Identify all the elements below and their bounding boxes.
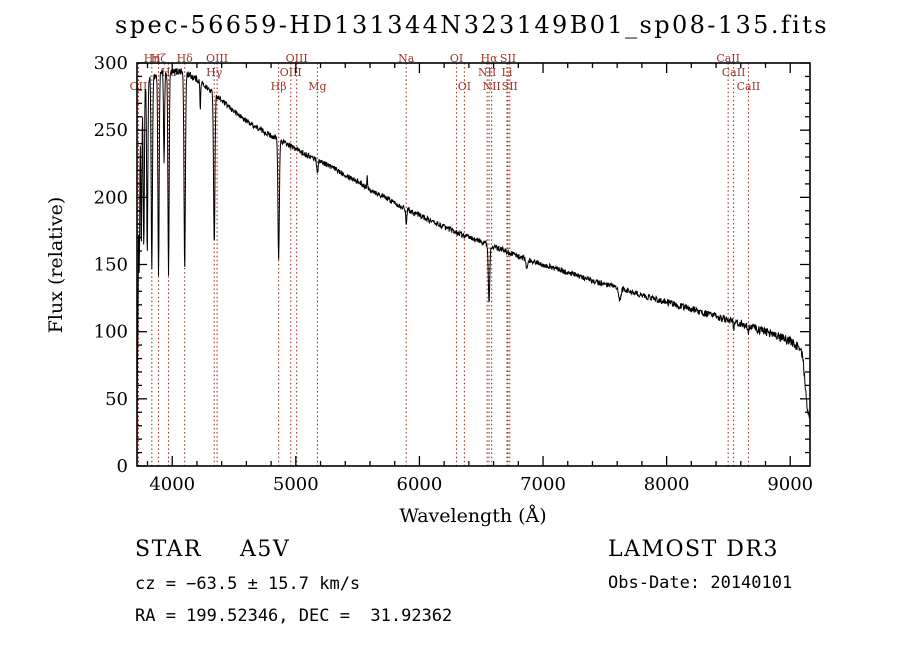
spectral-marker-label: OIII [206,52,228,65]
survey-label: LAMOST DR3 [608,537,779,562]
spectral-marker-label: Hα [480,52,498,65]
x-axis-label: Wavelength (Å) [399,505,546,527]
y-tick-label: 100 [94,322,128,343]
plot-frame [136,62,811,467]
spectral-marker-label: CaII [716,52,740,65]
spectral-marker-label: SII [502,80,518,93]
axis-ticks [137,62,810,467]
y-tick-label: 300 [94,53,128,74]
spectral-marker-label: Hγ [206,66,223,79]
plot-title: spec-56659-HD131344N323149B01_sp08-135.f… [115,11,829,39]
x-tick-label: 9000 [767,474,813,495]
y-tick-label: 0 [117,456,128,477]
y-tick-label: 50 [105,389,128,410]
spectral-marker-label: Hβ [271,80,287,93]
spectral-marker-label: Li [502,66,513,79]
spectral-marker-label: CaII [722,66,746,79]
spectral-marker-label: OI [458,80,471,93]
spectrum-line [136,68,811,465]
spectral-marker-label: OI [450,52,463,65]
spectral-marker-label: Na [398,52,415,65]
object-class-label: STAR [135,537,202,562]
x-tick-label: 8000 [644,474,690,495]
x-tick-label: 6000 [397,474,443,495]
spectrum-trace [136,68,811,465]
x-tick-label: 7000 [520,474,566,495]
ra-dec-value: RA = 199.52346, DEC = 31.92362 [135,606,452,626]
spectral-marker-label: Hη [144,52,160,65]
spectral-marker-label: NII [482,80,500,93]
cz-value: cz = −63.5 ± 15.7 km/s [135,574,360,594]
y-tick-label: 150 [94,255,128,276]
spectral-marker-label: CaII [737,80,761,93]
spectral-marker-label: Mg [308,80,326,93]
spectral-marker-label: Hζ [151,52,167,65]
x-tick-label: 5000 [273,474,319,495]
y-axis-label: Flux (relative) [45,197,67,334]
y-tick-label: 250 [94,120,128,141]
spectral-marker-label: SII [500,52,516,65]
y-tick-label: 200 [94,187,128,208]
object-subclass-label: A5V [239,537,290,562]
spectral-marker-label: OIII [280,66,302,79]
spectral-marker-label: Hδ [177,52,194,65]
spectral-marker-label: OIII [286,52,308,65]
obs-date-value: Obs-Date: 20140101 [608,573,792,593]
spectral-marker-label: OII [130,80,148,93]
axis-tick-labels: 4000 5000 6000 7000 8000 9000 0 50 100 150 200 250 3… [94,53,813,495]
x-tick-label: 4000 [149,474,195,495]
